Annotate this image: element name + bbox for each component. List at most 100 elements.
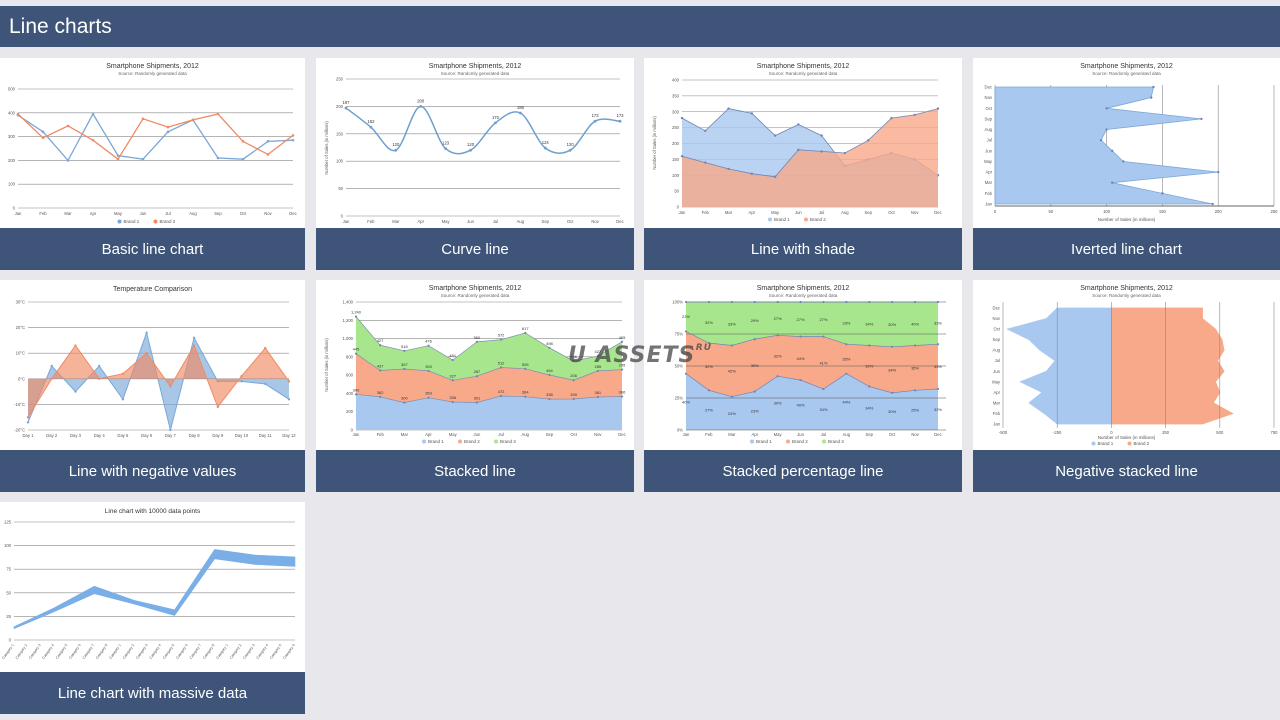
x-tick-label: Category 1 [108,643,121,660]
chart-card-label[interactable]: Stacked percentage line [644,450,962,492]
x-tick-label: Feb [39,211,47,216]
x-tick-label: Dec [616,219,623,224]
data-point [822,387,825,391]
data-point [403,349,406,352]
chart-card-label[interactable]: Curve line [316,228,634,270]
data-label: 32% [865,364,873,369]
y-tick-label: 800 [346,354,354,359]
chart-card-label[interactable]: Basic line chart [0,228,305,270]
data-point [264,346,267,350]
chart-card[interactable]: Smartphone Shipments, 2012 Source: Random… [644,280,962,492]
x-tick-label: Nov [911,432,919,437]
x-tick-label: Apr [751,432,758,437]
data-label: 40% [797,403,805,408]
chart-card[interactable]: Smartphone Shipments, 2012 Source: Random… [0,58,305,270]
legend-marker [458,439,462,444]
data-label: 30% [888,409,896,414]
data-label: 32% [934,407,942,412]
chart-title: Smartphone Shipments, 2012 [106,63,199,70]
data-point [596,369,599,373]
data-point [74,390,77,393]
chart-card[interactable]: Smartphone Shipments, 2012 Source: Random… [316,280,634,492]
chart-card-label[interactable]: Negative stacked line [973,450,1280,492]
x-tick-label: 150 [1159,209,1167,214]
x-tick-label: Sep [542,219,550,224]
data-point [74,344,77,347]
y-tick-label: 250 [336,77,344,82]
data-label: 27% [705,408,713,413]
legend-item: Brand 2 [1134,441,1150,446]
x-tick-label: Day 6 [141,433,153,438]
chart-card-label[interactable]: Stacked line [316,450,634,492]
x-tick-label: Mar [392,219,400,224]
page-header: Line charts [0,6,1280,47]
x-tick-label: Aug [522,432,530,437]
data-point [727,167,730,171]
legend-item: Brand 2 [464,439,480,444]
data-point [403,401,406,404]
x-tick-label: Category 3 [28,643,41,660]
series-line [685,331,939,348]
chart-card[interactable]: Smartphone Shipments, 2012 Source: Random… [316,58,634,270]
data-point [773,175,777,179]
data-label: 206 [570,373,577,378]
data-point [241,140,245,143]
chart-card-label[interactable]: Line with negative values [0,450,305,492]
y-tick-label: 1,400 [343,300,354,305]
y-tick-label: May [992,379,1001,384]
chart-card[interactable]: Temperature Comparison -20°C -10°C 0°C 10°C 2… [0,280,305,492]
data-label: 34% [819,407,827,412]
x-tick-label: Category 2 [15,643,28,660]
data-label: 516 [401,344,408,349]
y-tick-label: Jan [985,202,992,207]
data-point [548,346,551,349]
chart-subtitle: Source: Randomly generated data [1092,293,1161,298]
data-label: 445 [353,347,360,352]
y-tick-label: Jun [993,369,1000,374]
data-label: 498 [546,341,553,346]
data-point [730,300,733,304]
data-point [240,380,243,383]
chart-card[interactable]: Line chart with 10000 data points 0 25 50 75… [0,502,305,714]
x-tick-label: 500 [1216,430,1224,435]
data-point [1110,181,1114,184]
y-tick-label: Aug [985,127,993,132]
data-point [427,396,430,399]
chart-card[interactable]: Smartphone Shipments, 2012 Source: Random… [973,58,1280,270]
data-label: 32% [705,364,713,369]
chart-card-label[interactable]: Line with shade [644,228,962,270]
y-tick-label: Aug [993,348,1001,353]
chart-title: Smartphone Shipments, 2012 [757,63,850,70]
data-label: 437 [377,363,384,368]
chart-card-label[interactable]: Iverted line chart [973,228,1280,270]
data-point [116,154,120,157]
x-tick-label: May [442,219,451,224]
chart-card-label[interactable]: Line chart with massive data [0,672,305,714]
y-tick-label: 0% [677,428,683,433]
page-title: Line charts [9,15,112,38]
data-point [379,369,382,372]
data-point [750,172,754,175]
data-point [369,125,373,129]
x-tick-label: Mar [725,210,733,215]
y-tick-label: 300 [672,109,680,114]
chart-title: Smartphone Shipments, 2012 [429,285,522,292]
chart-card[interactable]: Smartphone Shipments, 2012 Source: Random… [644,58,962,270]
y-tick-label: 0 [341,214,344,219]
x-tick-label: Jul [819,210,824,215]
x-tick-label: Day 3 [70,433,82,438]
data-point [707,389,711,392]
x-tick-label: -500 [999,430,1008,435]
data-point [548,397,551,401]
y-tick-label: 100 [8,182,16,187]
data-label: 339 [570,392,577,397]
data-point [776,300,779,304]
data-label: 40% [911,321,919,326]
data-point [680,155,684,158]
y-tick-label: 50% [675,364,684,369]
data-label: 32% [705,320,713,325]
data-point [753,390,756,393]
data-point [344,106,348,110]
data-point [868,300,871,304]
chart-card[interactable]: Smartphone Shipments, 2012 Source: Random… [973,280,1280,492]
